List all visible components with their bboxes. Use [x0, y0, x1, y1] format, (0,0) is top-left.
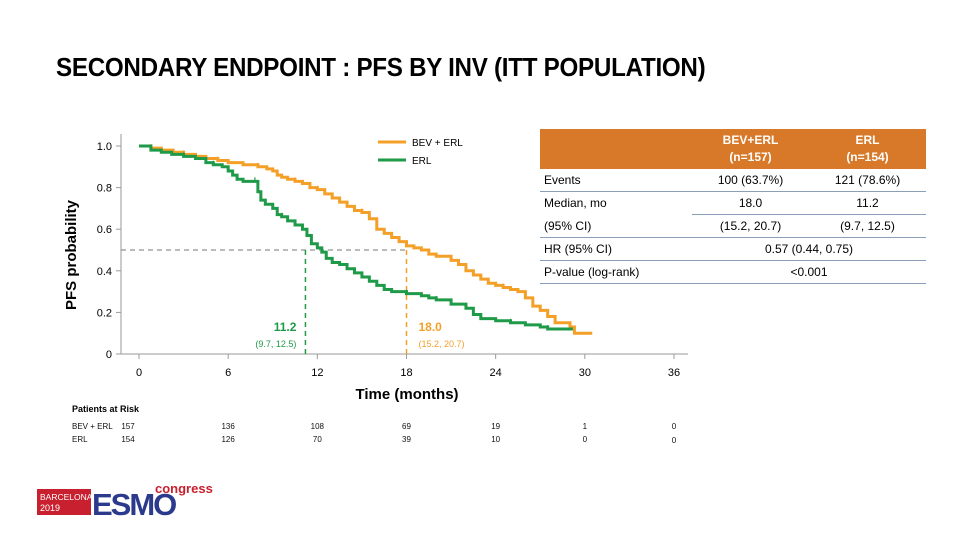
slide-title: SECONDARY ENDPOINT : PFS BY INV (ITT POP…	[56, 52, 706, 82]
ci-bev: (15.2, 20.7)	[692, 214, 809, 238]
median-erl: 11.2	[809, 191, 926, 215]
risk-cell: 39	[402, 435, 411, 444]
risk-cell: 69	[402, 422, 411, 431]
x-tick-label: 12	[311, 367, 323, 379]
header-erl-name: ERL	[855, 133, 880, 147]
median-reference-lines	[121, 249, 408, 354]
y-tick-label: 0.4	[97, 266, 112, 278]
chart-axes: 0 6 12 18 24 30 36 0 0.2 0.4 0.6 0.8 1.0	[97, 134, 688, 379]
y-tick-label: 0.6	[97, 224, 112, 236]
events-erl: 121 (78.6%)	[809, 169, 926, 192]
pvalue-row: P-value (log-rank) <0.001	[540, 260, 926, 284]
logo-red-block	[37, 489, 91, 515]
summary-header-bev: BEV+ERL (n=157)	[692, 129, 809, 169]
hr-label: HR (95% CI)	[540, 237, 692, 261]
risk-cell: 0	[582, 435, 588, 444]
ci-row: (95% CI) (15.2, 20.7) (9.7, 12.5)	[540, 214, 926, 238]
median-row: Median, mo 18.0 11.2	[540, 191, 926, 215]
median-label-erl: 11.2	[274, 320, 297, 334]
summary-header-row: BEV+ERL (n=157) ERL (n=154)	[540, 129, 926, 169]
km-curve-erl	[139, 144, 573, 331]
esmo-congress-logo: BARCELONA 2019 ESMO congress	[37, 482, 213, 522]
summary-table: BEV+ERL (n=157) ERL (n=154) Events 100 (…	[540, 129, 926, 284]
x-tick-label: 6	[225, 367, 231, 379]
risk-cell: 1	[582, 422, 588, 431]
y-tick-label: 0.8	[97, 183, 112, 195]
summary-header-blank	[540, 129, 692, 169]
hr-value: 0.57 (0.44, 0.75)	[692, 237, 926, 261]
risk-row-label: ERL	[72, 435, 88, 444]
median-label-bev: 18.0	[419, 320, 443, 334]
median-bev: 18.0	[692, 191, 809, 215]
risk-cell: 0	[671, 422, 677, 431]
risk-cell: 126	[221, 435, 235, 444]
risk-cell: 108	[310, 422, 324, 431]
logo-brand: ESMO	[92, 487, 176, 522]
median-label: Median, mo	[544, 196, 607, 211]
events-label: Events	[540, 169, 692, 192]
header-bev-n: (n=157)	[729, 150, 772, 164]
logo-suffix: congress	[155, 482, 213, 496]
x-tick-label: 36	[668, 367, 680, 379]
risk-table-title: Patients at Risk	[72, 404, 140, 414]
x-tick-label: 18	[400, 367, 412, 379]
median-annotations: 11.2 (9.7, 12.5) 18.0 (15.2, 20.7)	[255, 320, 464, 349]
y-axis-label: PFS probability	[63, 199, 80, 310]
legend-label: BEV + ERL	[412, 138, 463, 149]
y-tick-label: 0.2	[97, 307, 112, 319]
x-axis-label: Time (months)	[355, 386, 458, 403]
pvalue-label: P-value (log-rank)	[540, 260, 692, 284]
events-bev: 100 (63.7%)	[692, 169, 809, 192]
header-bev-name: BEV+ERL	[722, 133, 779, 147]
risk-cell: 70	[312, 435, 322, 444]
risk-cell: 154	[121, 435, 135, 444]
events-row: Events 100 (63.7%) 121 (78.6%)	[540, 169, 926, 192]
risk-cell: 10	[491, 435, 501, 444]
risk-cell: 19	[491, 422, 501, 431]
x-tick-label: 0	[136, 367, 142, 379]
y-tick-label: 0	[106, 349, 112, 361]
logo-year: 2019	[40, 503, 60, 513]
km-curves	[139, 144, 593, 335]
risk-cell: 157	[121, 422, 135, 431]
logo-city: BARCELONA	[40, 492, 93, 502]
y-tick-label: 1.0	[97, 141, 112, 153]
hr-row: HR (95% CI) 0.57 (0.44, 0.75)	[540, 237, 926, 261]
pvalue-value: <0.001	[692, 260, 926, 284]
risk-cell: 136	[221, 422, 235, 431]
km-curve-bev-erl	[139, 144, 593, 335]
header-erl-n: (n=154)	[846, 150, 889, 164]
ci-erl: (9.7, 12.5)	[809, 214, 926, 238]
ci-label: (95% CI)	[540, 214, 692, 238]
risk-row-label: BEV + ERL	[72, 422, 113, 431]
median-ci-bev: (15.2, 20.7)	[419, 339, 465, 349]
x-tick-label: 30	[579, 367, 591, 379]
median-ci-erl: (9.7, 12.5)	[255, 339, 296, 349]
risk-cell: 0	[671, 436, 677, 445]
chart-legend: BEV + ERL ERL	[378, 138, 463, 167]
legend-label: ERL	[412, 156, 432, 167]
summary-header-erl: ERL (n=154)	[809, 129, 926, 169]
x-tick-label: 24	[490, 367, 502, 379]
